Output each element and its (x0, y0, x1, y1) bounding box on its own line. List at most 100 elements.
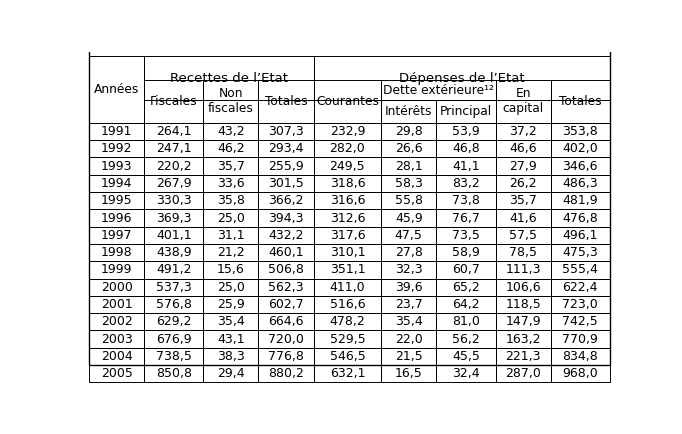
Bar (203, 313, 258, 331)
Text: 738,5: 738,5 (156, 350, 192, 363)
Bar (144, 365, 203, 382)
Bar (203, 331, 258, 348)
Text: 39,6: 39,6 (395, 281, 423, 294)
Text: 394,3: 394,3 (268, 211, 303, 224)
Text: 486,3: 486,3 (563, 177, 598, 190)
Bar (381, 158, 436, 175)
Text: 481,9: 481,9 (563, 194, 598, 207)
Bar (314, 365, 381, 382)
Bar (550, 227, 610, 244)
Bar (550, 158, 610, 175)
Bar (496, 80, 550, 123)
Bar (89, 244, 144, 261)
Bar (314, 313, 381, 331)
Bar (381, 140, 436, 158)
Bar (258, 123, 314, 140)
Bar (436, 100, 496, 123)
Bar (144, 209, 203, 227)
Bar (314, 296, 381, 313)
Text: 880,2: 880,2 (268, 367, 304, 380)
Bar (381, 365, 436, 382)
Bar (203, 192, 258, 209)
Bar (89, 175, 144, 192)
Bar (258, 192, 314, 209)
Text: 55,8: 55,8 (395, 194, 423, 207)
Bar (203, 279, 258, 296)
Bar (550, 192, 610, 209)
Bar (436, 244, 496, 261)
Bar (203, 365, 258, 382)
Bar (144, 158, 203, 175)
Text: 282,0: 282,0 (329, 142, 366, 155)
Text: 968,0: 968,0 (563, 367, 598, 380)
Bar (314, 123, 381, 140)
Text: 402,0: 402,0 (563, 142, 598, 155)
Bar (89, 313, 144, 331)
Bar (381, 296, 436, 313)
Bar (144, 227, 203, 244)
Text: 264,1: 264,1 (156, 125, 192, 138)
Bar (258, 365, 314, 382)
Bar (258, 227, 314, 244)
Bar (436, 261, 496, 279)
Text: 676,9: 676,9 (156, 332, 192, 345)
Text: 2005: 2005 (101, 367, 132, 380)
Text: Non
fiscales: Non fiscales (208, 87, 254, 115)
Bar (144, 192, 203, 209)
Bar (436, 175, 496, 192)
Bar (550, 244, 610, 261)
Bar (381, 279, 436, 296)
Bar (436, 313, 496, 331)
Bar (550, 348, 610, 365)
Text: 476,8: 476,8 (563, 211, 598, 224)
Bar (258, 80, 314, 123)
Text: 37,2: 37,2 (509, 125, 537, 138)
Text: 491,2: 491,2 (156, 263, 192, 276)
Text: 537,3: 537,3 (156, 281, 192, 294)
Text: 546,5: 546,5 (329, 350, 366, 363)
Bar (381, 100, 436, 123)
Text: 60,7: 60,7 (452, 263, 480, 276)
Bar (496, 158, 550, 175)
Text: 73,5: 73,5 (452, 229, 480, 242)
Bar (89, 209, 144, 227)
Bar (496, 296, 550, 313)
Bar (496, 175, 550, 192)
Text: 58,3: 58,3 (395, 177, 423, 190)
Bar (496, 348, 550, 365)
Text: Courantes: Courantes (316, 95, 379, 108)
Text: Totales: Totales (559, 95, 602, 108)
Text: 81,0: 81,0 (452, 316, 480, 329)
Text: 21,2: 21,2 (217, 246, 245, 259)
Bar (550, 365, 610, 382)
Text: 64,2: 64,2 (452, 298, 479, 311)
Text: 163,2: 163,2 (505, 332, 541, 345)
Text: 529,5: 529,5 (329, 332, 366, 345)
Bar (203, 296, 258, 313)
Text: 147,9: 147,9 (505, 316, 541, 329)
Bar (89, 140, 144, 158)
Bar (496, 261, 550, 279)
Bar (144, 261, 203, 279)
Text: 58,9: 58,9 (452, 246, 480, 259)
Text: 475,3: 475,3 (563, 246, 598, 259)
Bar (203, 348, 258, 365)
Text: 478,2: 478,2 (329, 316, 366, 329)
Text: 720,0: 720,0 (268, 332, 304, 345)
Bar (436, 331, 496, 348)
Text: 2002: 2002 (101, 316, 132, 329)
Text: 1998: 1998 (101, 246, 132, 259)
Text: 78,5: 78,5 (509, 246, 537, 259)
Text: 411,0: 411,0 (329, 281, 366, 294)
Text: 43,1: 43,1 (217, 332, 245, 345)
Text: 26,2: 26,2 (509, 177, 537, 190)
Text: 111,3: 111,3 (505, 263, 541, 276)
Text: 22,0: 22,0 (395, 332, 423, 345)
Text: 1992: 1992 (101, 142, 132, 155)
Bar (496, 313, 550, 331)
Text: 25,9: 25,9 (217, 298, 245, 311)
Bar (144, 244, 203, 261)
Text: 2003: 2003 (101, 332, 132, 345)
Text: 432,2: 432,2 (268, 229, 303, 242)
Bar (89, 192, 144, 209)
